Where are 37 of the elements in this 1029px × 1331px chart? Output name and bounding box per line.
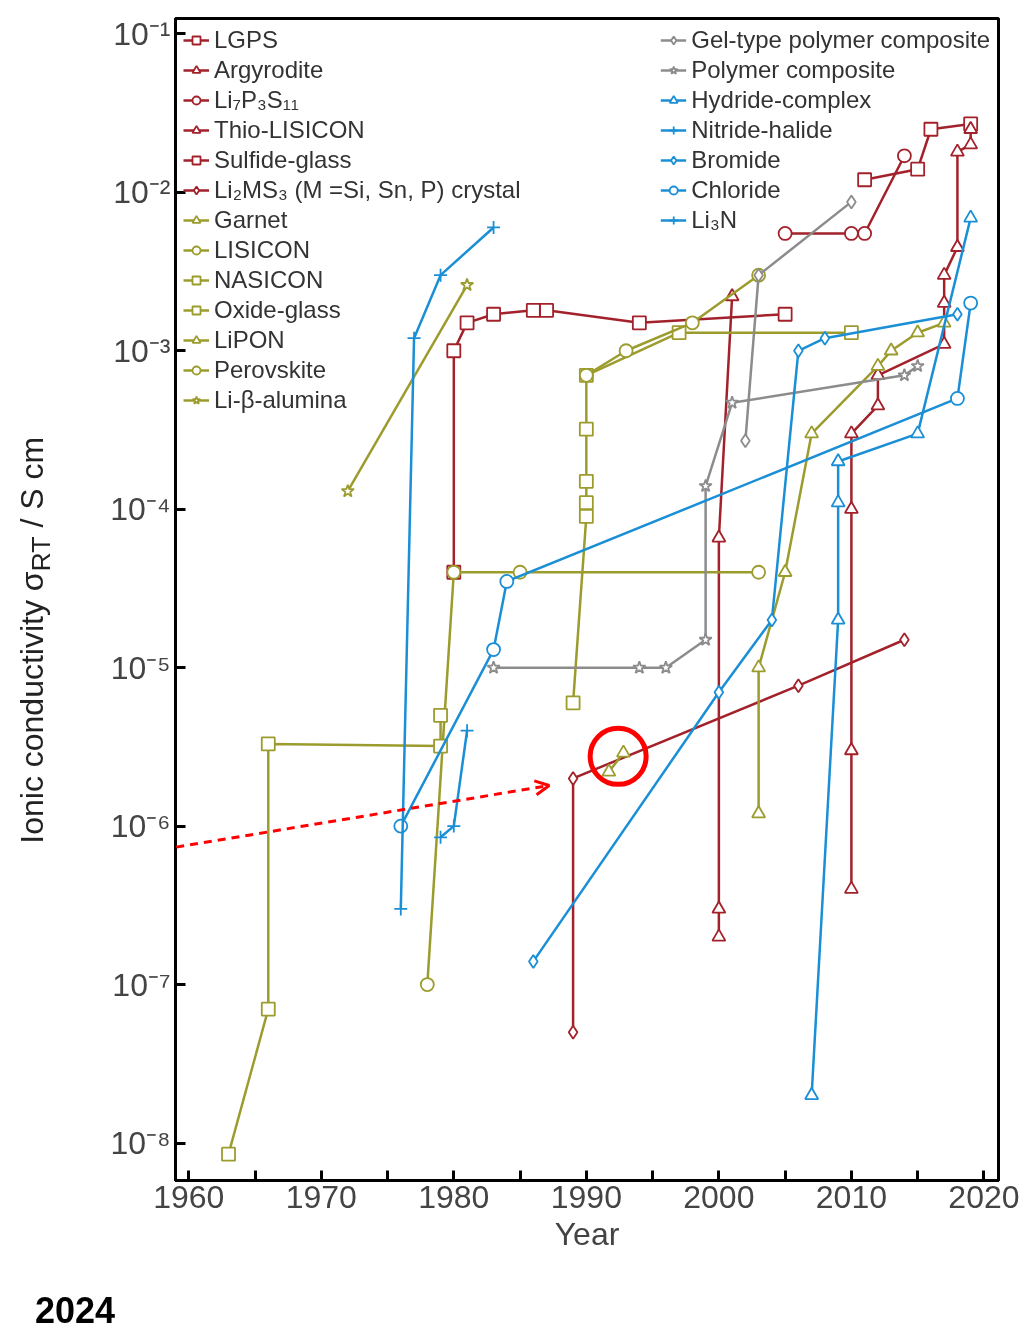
legend-label: Hydride-complex — [691, 86, 872, 114]
x-axis-title: Year — [554, 1215, 620, 1252]
y-tick-label: 10⁻¹ — [113, 15, 171, 52]
y-tick-label: 10⁻³ — [113, 332, 171, 369]
y-tick-label: 10⁻⁷ — [112, 966, 171, 1003]
legend-label: Bromide — [691, 146, 781, 174]
legend-label: LGPS — [214, 26, 279, 54]
x-tick-label: 1970 — [285, 1178, 357, 1215]
legend-label: Sulfide-glass — [214, 146, 352, 174]
legend-label: LiPON — [214, 326, 285, 354]
x-tick-label: 2010 — [815, 1178, 887, 1215]
legend-label: Oxide-glass — [214, 296, 341, 324]
y-tick-label: 10⁻⁶ — [110, 808, 171, 845]
legend-label: Nitride-halide — [691, 116, 833, 144]
legend-label: Argyrodite — [214, 56, 324, 84]
legend-label: LISICON — [214, 236, 311, 264]
legend-label: Li-β-alumina — [214, 386, 347, 414]
legend-label: Garnet — [214, 206, 288, 234]
x-tick-label: 2000 — [683, 1178, 755, 1215]
legend-label: NASICON — [214, 266, 324, 294]
x-tick-label: 1960 — [153, 1178, 225, 1215]
y-tick-label: 10⁻⁸ — [110, 1125, 171, 1162]
x-tick-label: 1980 — [418, 1178, 490, 1215]
y-tick-label: 10⁻⁵ — [110, 649, 171, 686]
legend-label: Li₂MS₃ (M =Si, Sn, P) crystal — [214, 176, 521, 204]
y-tick-label: 10⁻² — [113, 174, 171, 211]
y-tick-label: 10⁻⁴ — [110, 491, 171, 528]
legend-label: Chloride — [691, 176, 781, 204]
legend-label: Polymer composite — [691, 56, 896, 84]
legend-label: Thio-LISICON — [214, 116, 365, 144]
text: 2024 — [34, 1289, 116, 1331]
legend-label: Gel-type polymer composite — [691, 26, 990, 54]
x-tick-label: 1990 — [550, 1178, 622, 1215]
legend-label: Li₇P₃S₁₁ — [214, 86, 299, 114]
legend-label: Perovskite — [214, 356, 327, 384]
legend-label: Li₃N — [691, 206, 738, 234]
x-tick-label: 2020 — [948, 1178, 1020, 1215]
